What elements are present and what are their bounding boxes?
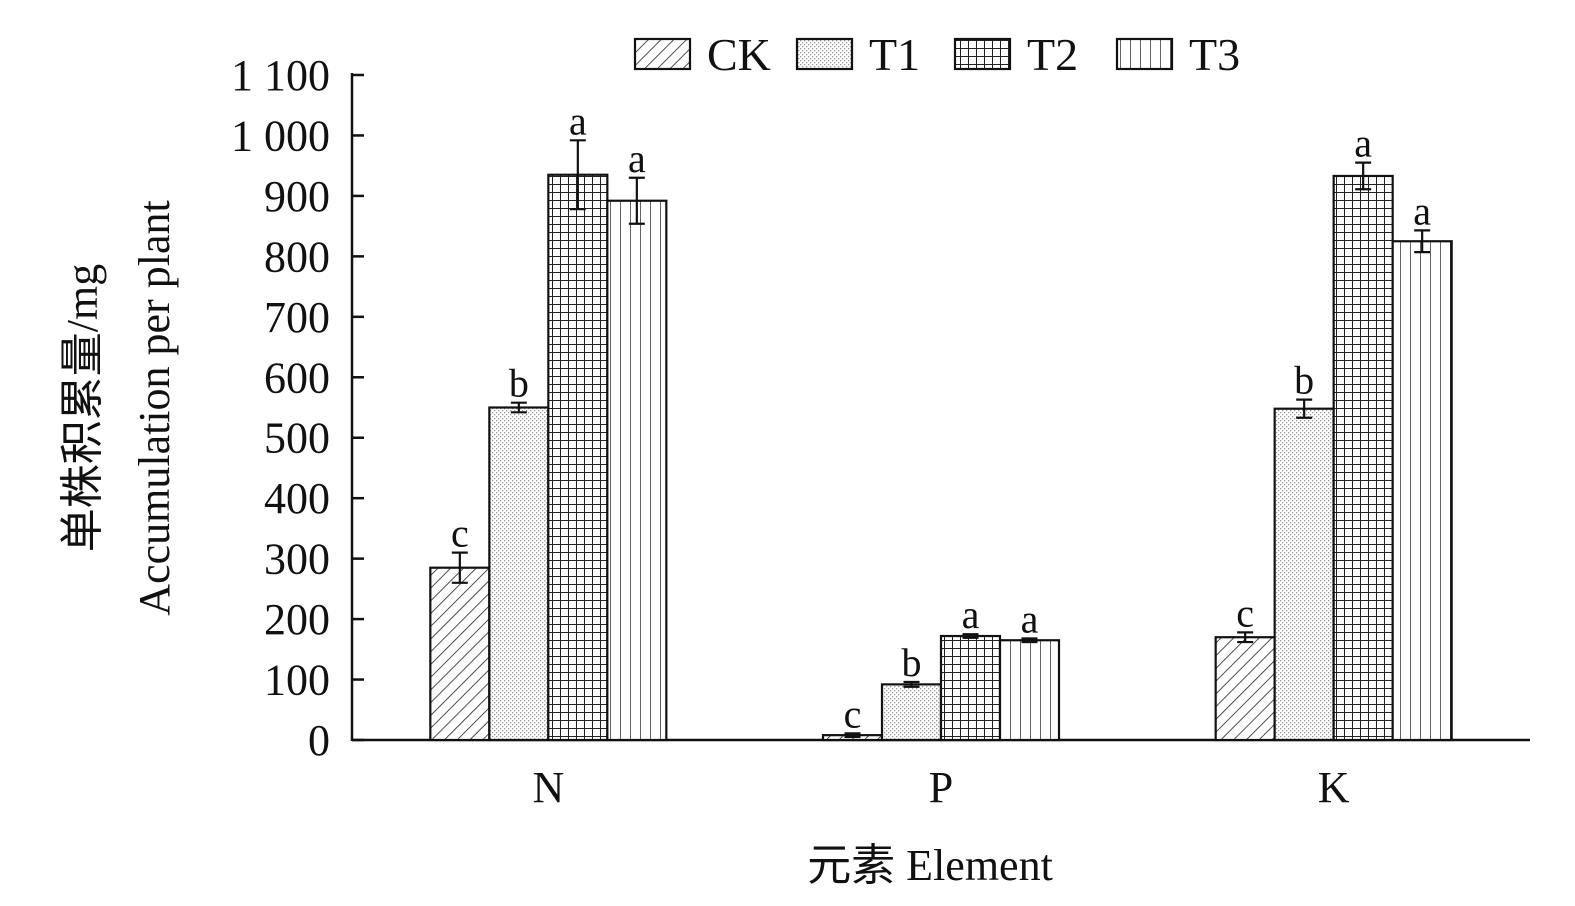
y-axis-title: 单株积累量/mg Accumulation per plant <box>58 200 179 615</box>
bar-t2-n <box>547 173 609 742</box>
error-bar <box>1355 161 1372 191</box>
error-bar <box>1021 637 1038 644</box>
x-tick-label: P <box>929 763 953 812</box>
error-bar <box>628 176 645 225</box>
error-bar <box>962 633 979 639</box>
y-tick-label: 600 <box>264 353 330 402</box>
y-axis-title-cn: 单株积累量/mg <box>58 264 107 552</box>
significance-letter: a <box>962 592 980 637</box>
significance-letter: a <box>628 136 646 181</box>
significance-letter: c <box>1236 590 1254 635</box>
bar-t3-n <box>606 199 668 742</box>
legend-label-ck: CK <box>707 29 771 80</box>
legend-swatch-t3 <box>1115 37 1174 71</box>
bar-t3-k <box>1391 240 1453 742</box>
bar-t3-p <box>998 639 1061 742</box>
error-bar <box>1237 631 1254 644</box>
legend-label-t1: T1 <box>869 29 920 80</box>
legend: CK T1 T2 T3 <box>633 29 1240 80</box>
x-tick-label: N <box>532 763 564 812</box>
error-bar <box>1296 398 1313 419</box>
legend-swatch-t1 <box>795 37 854 71</box>
error-bar <box>510 401 527 414</box>
significance-letter: c <box>451 511 469 556</box>
legend-swatch-t2 <box>953 37 1012 71</box>
legend-swatch-ck <box>633 37 692 71</box>
significance-letter: a <box>1413 188 1431 233</box>
x-axis-title: 元素 Element <box>807 841 1053 890</box>
bar-ck-n <box>429 566 491 742</box>
y-tick-label: 100 <box>264 656 330 705</box>
y-tick-label: 1 000 <box>231 111 330 160</box>
error-bar <box>1414 229 1431 254</box>
significance-letter: b <box>902 640 922 685</box>
significance-letter: b <box>1294 358 1314 403</box>
significance-letter: a <box>1354 121 1372 166</box>
bar-t2-k <box>1332 174 1394 742</box>
y-tick-label: 500 <box>264 414 330 463</box>
y-axis-ticks: 0 100 200 300 400 500 600 700 800 900 1 000 1 100 <box>231 51 364 765</box>
y-tick-label: 400 <box>264 474 330 523</box>
bar-t1-n <box>488 406 550 742</box>
significance-letter: b <box>509 361 529 406</box>
bar-t1-p <box>880 683 943 742</box>
legend-label-t2: T2 <box>1027 29 1078 80</box>
y-axis-title-en: Accumulation per plant <box>130 200 179 615</box>
bar-t2-p <box>939 634 1002 742</box>
y-tick-label: 0 <box>308 716 330 765</box>
significance-letter: a <box>569 98 587 143</box>
error-bar <box>451 551 468 584</box>
bar-t1-k <box>1273 407 1335 742</box>
y-tick-label: 800 <box>264 232 330 281</box>
y-tick-label: 1 100 <box>231 51 330 100</box>
legend-label-t3: T3 <box>1189 29 1240 80</box>
y-tick-label: 900 <box>264 172 330 221</box>
bar-ck-k <box>1214 636 1276 742</box>
error-bar <box>903 680 920 688</box>
y-tick-label: 700 <box>264 293 330 342</box>
error-bar <box>844 732 861 739</box>
significance-letter: c <box>844 691 862 736</box>
y-tick-label: 300 <box>264 535 330 584</box>
y-tick-label: 200 <box>264 595 330 644</box>
x-tick-label: K <box>1318 763 1350 812</box>
significance-letter: a <box>1021 596 1039 641</box>
error-bar <box>569 139 586 211</box>
